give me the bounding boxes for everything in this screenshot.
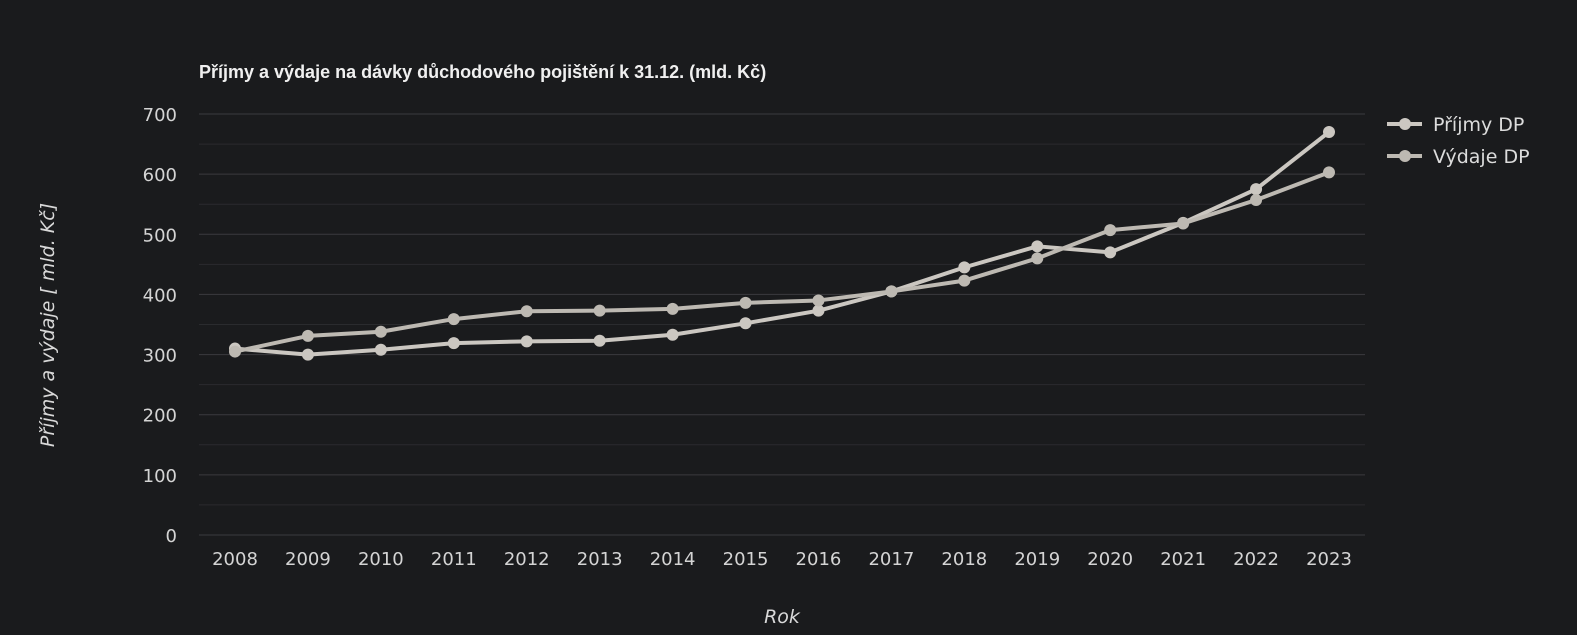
y-tick-label: 700 [143, 105, 177, 126]
grid [199, 113, 1365, 536]
x-tick-label: 2016 [796, 549, 842, 570]
legend-item[interactable]: Příjmy DP [1387, 114, 1524, 136]
legend-marker [1399, 118, 1411, 130]
data-point[interactable] [229, 345, 241, 358]
data-point[interactable] [666, 328, 679, 341]
y-axis-label: Příjmy a výdaje [ mld. Kč] [37, 203, 59, 447]
series-layer [229, 126, 1335, 361]
y-tick-label: 0 [166, 526, 177, 547]
x-tick-label: 2014 [650, 549, 696, 570]
chart-title: Příjmy a výdaje na dávky důchodového poj… [199, 62, 766, 82]
x-tick-label: 2012 [504, 549, 550, 570]
x-tick-label: 2023 [1306, 549, 1352, 570]
x-axis-ticks: 2008 2009 2010 2011 2012 2013 2014 2015 2016 2017… [212, 549, 1352, 570]
legend-label: Výdaje DP [1433, 146, 1530, 168]
x-tick-label: 2008 [212, 549, 258, 570]
data-point[interactable] [739, 317, 752, 330]
y-tick-label: 200 [143, 406, 177, 427]
y-tick-label: 100 [143, 466, 177, 487]
data-point[interactable] [1031, 240, 1044, 253]
series-line [233, 130, 1331, 357]
data-point[interactable] [447, 337, 460, 350]
x-tick-label: 2019 [1014, 549, 1060, 570]
data-point[interactable] [1031, 252, 1044, 265]
data-point[interactable] [520, 305, 533, 318]
legend-marker [1399, 150, 1411, 162]
legend: Příjmy DP Výdaje DP [1387, 114, 1530, 168]
x-tick-label: 2021 [1160, 549, 1206, 570]
y-tick-label: 600 [143, 165, 177, 186]
data-point[interactable] [1323, 126, 1335, 139]
y-axis-ticks: 0 100 200 300 400 500 600 700 [143, 105, 177, 547]
legend-item[interactable]: Výdaje DP [1387, 146, 1530, 168]
x-tick-label: 2017 [868, 549, 914, 570]
data-point[interactable] [374, 325, 387, 338]
x-tick-label: 2015 [723, 549, 769, 570]
data-point[interactable] [1323, 166, 1335, 179]
y-tick-label: 300 [143, 346, 177, 367]
data-point[interactable] [812, 304, 825, 317]
x-tick-label: 2020 [1087, 549, 1133, 570]
data-point[interactable] [812, 294, 825, 307]
data-point[interactable] [958, 261, 971, 274]
x-tick-label: 2022 [1233, 549, 1279, 570]
data-point[interactable] [666, 302, 679, 315]
series-2 [229, 166, 1335, 358]
series-1 [229, 126, 1335, 361]
data-point[interactable] [593, 334, 606, 347]
data-point[interactable] [958, 274, 971, 287]
data-point[interactable] [520, 335, 533, 348]
data-point[interactable] [1104, 224, 1117, 237]
data-point[interactable] [301, 348, 314, 361]
y-tick-label: 400 [143, 285, 177, 306]
data-point[interactable] [593, 304, 606, 317]
data-point[interactable] [1250, 194, 1263, 207]
x-tick-label: 2018 [941, 549, 987, 570]
data-point[interactable] [885, 285, 898, 298]
x-axis-label: Rok [764, 606, 801, 628]
data-point[interactable] [1104, 246, 1117, 259]
data-point[interactable] [374, 343, 387, 356]
y-tick-label: 500 [143, 225, 177, 246]
x-tick-label: 2011 [431, 549, 477, 570]
data-point[interactable] [1177, 217, 1190, 230]
legend-label: Příjmy DP [1433, 114, 1524, 136]
data-point[interactable] [447, 313, 460, 326]
x-tick-label: 2009 [285, 549, 331, 570]
data-point[interactable] [739, 296, 752, 309]
data-point[interactable] [301, 329, 314, 342]
x-tick-label: 2010 [358, 549, 404, 570]
data-point[interactable] [1250, 183, 1263, 196]
series-line [233, 170, 1331, 354]
x-tick-label: 2013 [577, 549, 623, 570]
